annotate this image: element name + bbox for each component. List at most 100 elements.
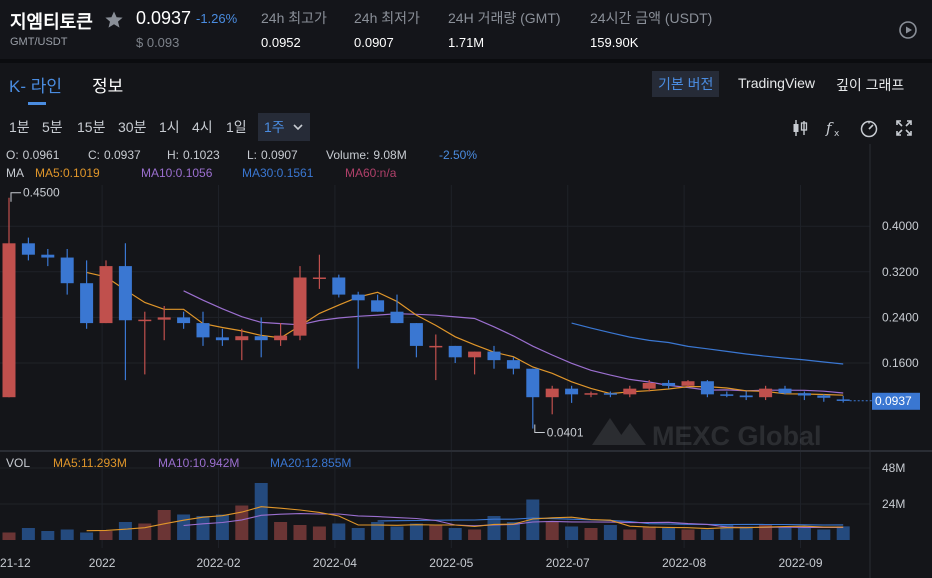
volume-bar bbox=[371, 522, 385, 540]
watermark: MEXC Global bbox=[592, 418, 822, 451]
volume-bar bbox=[274, 522, 288, 540]
ma60-label: MA60:n/a bbox=[345, 166, 397, 180]
volume-bar bbox=[332, 523, 346, 540]
candle-body bbox=[526, 368, 540, 398]
volume-bar bbox=[603, 525, 617, 540]
volume-bar bbox=[797, 528, 811, 540]
ohlc-close-label: C: bbox=[88, 148, 100, 162]
volume-bar bbox=[138, 523, 152, 540]
time-tick-label: 21-12 bbox=[0, 556, 31, 570]
volume-bar bbox=[487, 516, 501, 540]
low-marker-label: 0.0401 bbox=[547, 426, 584, 440]
candle-body bbox=[235, 336, 249, 341]
interval-selected-label: 1주 bbox=[264, 119, 285, 135]
fullscreen-icon[interactable] bbox=[894, 118, 914, 138]
ohlc-high-value: 0.1023 bbox=[183, 148, 220, 162]
high-marker: 0.4500 bbox=[10, 186, 60, 202]
gauge-icon[interactable] bbox=[859, 118, 879, 138]
price-tick-label: 0.3200 bbox=[882, 265, 919, 279]
interval-15m[interactable]: 15분 bbox=[77, 119, 106, 135]
ohlc-volume-label: Volume: bbox=[326, 148, 369, 162]
last-price: 0.0937 bbox=[136, 8, 192, 28]
view-depth-button[interactable]: 깊이 그래프 bbox=[836, 77, 905, 93]
interval-30m[interactable]: 30분 bbox=[118, 119, 147, 135]
high-marker-arrow bbox=[10, 192, 21, 202]
price-tick-label: 0.1600 bbox=[882, 356, 919, 370]
volume-bar bbox=[177, 514, 191, 540]
tab-info[interactable]: 정보 bbox=[92, 77, 124, 96]
stat-low-value: 0.0907 bbox=[354, 35, 394, 50]
volume-bar bbox=[720, 525, 734, 540]
candle-body bbox=[274, 335, 288, 341]
volume-bar bbox=[623, 529, 637, 540]
volume-bar bbox=[99, 531, 113, 540]
candle-body bbox=[390, 311, 404, 324]
interval-1h[interactable]: 1시 bbox=[159, 119, 180, 135]
candle-body bbox=[41, 254, 55, 258]
time-tick-label: 2022-04 bbox=[313, 556, 357, 570]
time-tick-label: 2022-05 bbox=[429, 556, 473, 570]
volume-bar bbox=[215, 514, 229, 540]
last-price-label: 0.0937 bbox=[875, 394, 912, 408]
svg-text:f: f bbox=[825, 119, 834, 137]
volume-bar bbox=[293, 525, 307, 540]
star-icon[interactable] bbox=[104, 10, 124, 30]
ticker-header bbox=[0, 0, 932, 63]
candle-body bbox=[332, 277, 346, 295]
candle-body bbox=[506, 360, 520, 369]
high-marker-label: 0.4500 bbox=[23, 186, 60, 200]
watermark-text: MEXC Global bbox=[652, 421, 822, 451]
candle-body bbox=[468, 351, 482, 358]
price-tick-label: 0.2400 bbox=[882, 310, 919, 324]
stat-volume-value: 1.71M bbox=[448, 35, 485, 50]
vol-label: VOL bbox=[6, 456, 30, 470]
candle-body bbox=[759, 388, 773, 398]
volume-bar bbox=[80, 532, 94, 540]
ohlc-open-label: O: bbox=[6, 148, 19, 162]
volume-bar bbox=[312, 526, 326, 540]
candle-body bbox=[254, 336, 268, 341]
time-tick-label: 2022-02 bbox=[196, 556, 240, 570]
time-axis: 21-12 2022 2022-02 2022-04 2022-05 2022-07 202… bbox=[0, 556, 823, 570]
interval-5m[interactable]: 5분 bbox=[42, 119, 63, 135]
ohlc-change: -2.50% bbox=[439, 148, 477, 162]
candle-body bbox=[817, 395, 831, 398]
volume-bar bbox=[2, 532, 16, 540]
candle-body bbox=[545, 388, 559, 398]
volume-bar bbox=[448, 528, 462, 540]
volume-tick-label: 24M bbox=[882, 497, 905, 511]
view-basic-button[interactable]: 기본 버전 bbox=[652, 71, 720, 97]
coin-name: 지엠티토큰 bbox=[10, 12, 93, 32]
interval-1w-select[interactable]: 1주 bbox=[258, 113, 310, 141]
tab-kline[interactable]: K- 라인 bbox=[9, 77, 63, 96]
price-chart[interactable]: MEXC Global O: 0.0961 C: 0.0937 H: 0.1023 L… bbox=[0, 144, 932, 578]
vol-ma5-label: MA5:11.293M bbox=[53, 456, 127, 470]
last-price-box bbox=[872, 392, 920, 410]
ohlc-close-value: 0.0937 bbox=[104, 148, 141, 162]
volume-bar bbox=[468, 529, 482, 540]
candle-body bbox=[623, 388, 637, 395]
candle-body bbox=[448, 345, 462, 358]
volume-bar bbox=[778, 526, 792, 540]
vol-ma5-line bbox=[86, 506, 844, 532]
play-icon[interactable] bbox=[898, 20, 918, 40]
candle-body bbox=[99, 266, 113, 324]
candle-body bbox=[177, 317, 191, 324]
view-tradingview-button[interactable]: TradingView bbox=[738, 75, 816, 91]
volume-bar bbox=[157, 510, 171, 540]
interval-1m[interactable]: 1분 bbox=[9, 119, 30, 135]
ma10-label: MA10:0.1056 bbox=[141, 166, 213, 180]
volume-bar bbox=[662, 528, 676, 540]
interval-4h[interactable]: 4시 bbox=[192, 119, 213, 135]
candle-body bbox=[215, 337, 229, 341]
candlestick-icon[interactable] bbox=[790, 118, 810, 138]
interval-1d[interactable]: 1일 bbox=[226, 119, 247, 135]
candle-body bbox=[797, 393, 811, 396]
ma5-line bbox=[86, 271, 844, 396]
volume-bar bbox=[739, 526, 753, 540]
volume-bar bbox=[836, 526, 850, 540]
volume-bar bbox=[545, 522, 559, 540]
volume-bar bbox=[526, 499, 540, 540]
volume-bar bbox=[681, 529, 695, 540]
